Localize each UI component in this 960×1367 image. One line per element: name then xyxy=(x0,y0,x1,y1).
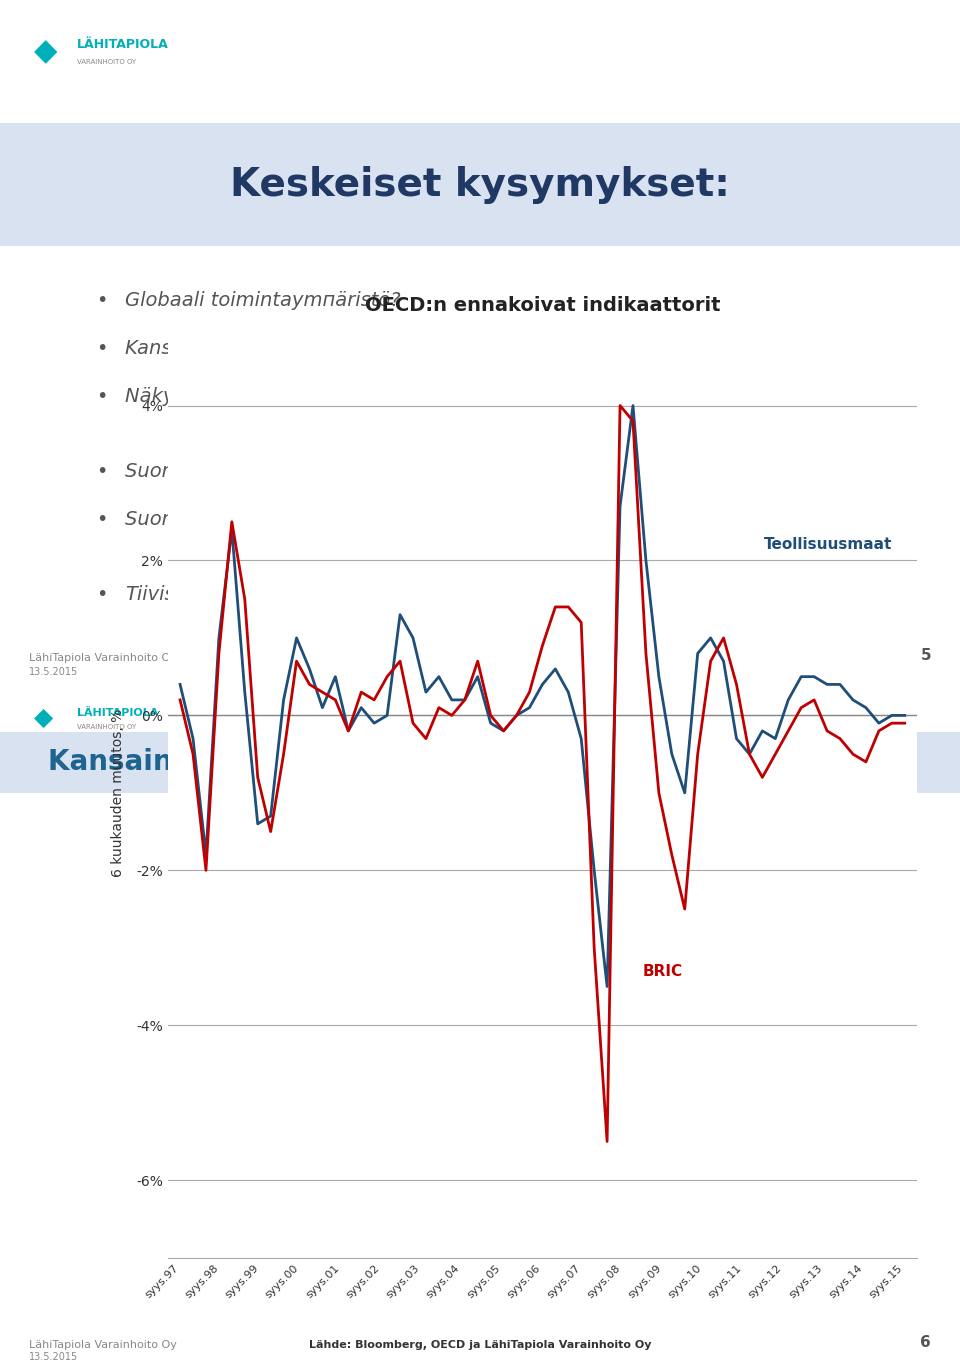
FancyBboxPatch shape xyxy=(29,21,202,82)
Text: Suomen talouden haasteet?: Suomen talouden haasteet? xyxy=(125,510,399,529)
Text: •: • xyxy=(96,462,108,481)
Text: Näkymään liittyvät riskit?: Näkymään liittyvät riskit? xyxy=(125,387,374,406)
Text: 6: 6 xyxy=(921,1336,931,1351)
Text: •: • xyxy=(96,387,108,406)
Text: •: • xyxy=(96,510,108,529)
Text: Globaali toimintaymпäristö?: Globaali toimintaymпäristö? xyxy=(125,291,400,310)
Text: Suomen talouden näkymät?: Suomen talouden näkymät? xyxy=(125,462,399,481)
Text: Lähde: Bloomberg, OECD ja LähiTapiola Varainhoito Oy: Lähde: Bloomberg, OECD ja LähiTapiola Va… xyxy=(309,1340,651,1351)
Text: 13.5.2015: 13.5.2015 xyxy=(29,667,78,677)
Text: •: • xyxy=(96,585,108,604)
Text: BRIC: BRIC xyxy=(643,964,684,979)
Text: 13.5.2015: 13.5.2015 xyxy=(29,1352,78,1362)
Text: Keskeiset kysymykset:: Keskeiset kysymykset: xyxy=(230,165,730,204)
FancyBboxPatch shape xyxy=(0,123,960,246)
Y-axis label: 6 kuukauden muutos, %: 6 kuukauden muutos, % xyxy=(111,708,125,878)
Text: Tiivistelmä: Tiivistelmä xyxy=(125,585,230,604)
Text: ◆: ◆ xyxy=(34,37,57,66)
Text: •: • xyxy=(96,339,108,358)
Text: VARAINHOITO OY: VARAINHOITO OY xyxy=(77,59,136,64)
FancyBboxPatch shape xyxy=(0,731,960,793)
Text: Kansainvälisen talouden näkymät:: Kansainvälisen talouden näkymät: xyxy=(48,748,589,776)
Text: 5: 5 xyxy=(921,648,931,663)
Text: LÄHITAPIOLA: LÄHITAPIOLA xyxy=(77,708,158,718)
Text: Kansainvälisen talouden näkymät?: Kansainvälisen talouden näkymät? xyxy=(125,339,465,358)
Text: ◆: ◆ xyxy=(34,707,53,730)
Text: •: • xyxy=(96,291,108,310)
Title: OECD:n ennakoivat indikaattorit: OECD:n ennakoivat indikaattorit xyxy=(365,297,720,316)
Text: LähiTapiola Varainhoito Oy: LähiTapiola Varainhoito Oy xyxy=(29,653,177,663)
Text: LähiTapiola Varainhoito Oy: LähiTapiola Varainhoito Oy xyxy=(29,1340,177,1351)
Text: LÄHITAPIOLA: LÄHITAPIOLA xyxy=(77,38,169,51)
Text: Teollisuusmaat: Teollisuusmaat xyxy=(764,537,892,552)
Text: VARAINHOITO OY: VARAINHOITO OY xyxy=(77,725,136,730)
